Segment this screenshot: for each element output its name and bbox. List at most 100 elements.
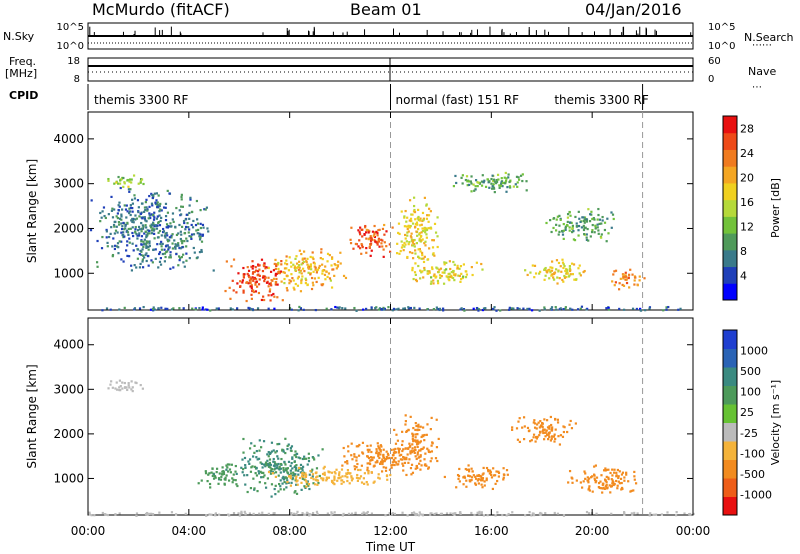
range-gate-cell [144, 253, 147, 256]
range-gate-cell [297, 309, 300, 312]
range-gate-cell [122, 260, 125, 263]
range-gate-cell [357, 477, 360, 480]
range-gate-cell [267, 266, 270, 270]
range-gate-cell [609, 491, 612, 494]
range-gate-cell [328, 471, 331, 474]
range-gate-cell [429, 282, 433, 285]
range-gate-cell [270, 284, 273, 287]
range-gate-cell [108, 235, 111, 239]
range-gate-cell [130, 178, 133, 181]
range-gate-cell [359, 468, 362, 472]
range-gate-cell [571, 308, 574, 311]
range-gate-cell [561, 233, 565, 236]
range-gate-cell [419, 449, 422, 452]
range-gate-cell [364, 226, 367, 229]
range-gate-cell [424, 231, 427, 234]
range-gate-cell [128, 178, 132, 181]
range-gate-cell [151, 204, 154, 207]
range-gate-cell [332, 268, 335, 271]
range-gate-cell [251, 465, 254, 468]
range-gate-cell [294, 490, 297, 493]
range-gate-cell [114, 513, 117, 516]
range-gate-cell [576, 308, 580, 311]
range-gate-cell [416, 445, 419, 449]
range-gate-cell [142, 225, 145, 228]
range-gate-cell [204, 308, 207, 311]
range-gate-cell [207, 473, 210, 476]
range-gate-cell [156, 201, 159, 204]
range-gate-cell [548, 425, 551, 428]
range-gate-cell [279, 471, 282, 474]
range-gate-cell [148, 244, 151, 248]
range-gate-cell [345, 472, 348, 476]
range-gate-cell [269, 299, 272, 302]
range-gate-cell [539, 424, 542, 427]
range-gate-cell [359, 226, 362, 229]
range-gate-cell [131, 217, 134, 221]
range-gate-cell [358, 443, 361, 447]
range-gate-cell [282, 488, 286, 491]
range-gate-cell [610, 512, 613, 515]
range-gate-cell [147, 217, 150, 220]
range-gate-cell [118, 182, 122, 185]
range-gate-cell [462, 308, 466, 311]
range-gate-cell [377, 476, 380, 479]
range-gate-cell [160, 240, 163, 243]
range-gate-cell [289, 464, 292, 467]
x-tick-label: 16:00 [474, 524, 509, 538]
range-gate-cell [153, 211, 156, 214]
range-gate-cell [104, 216, 107, 220]
range-gate-cell [605, 475, 608, 479]
range-gate-cell [627, 480, 630, 483]
range-gate-cell [298, 260, 301, 263]
range-gate-cell [505, 190, 508, 193]
range-gate-cell [423, 196, 426, 199]
range-gate-cell [546, 426, 550, 429]
range-gate-cell [601, 491, 604, 494]
range-gate-cell [321, 269, 324, 273]
range-gate-cell [148, 212, 151, 215]
range-gate-cell [126, 244, 129, 247]
range-gate-cell [580, 486, 584, 489]
range-gate-cell [353, 468, 357, 471]
cpid-segment-label: themis 3300 RF [94, 93, 188, 107]
range-gate-cell [142, 240, 145, 243]
range-gate-cell [294, 477, 297, 480]
range-gate-cell [365, 228, 368, 232]
range-gate-cell [625, 471, 628, 474]
range-gate-cell [579, 274, 582, 277]
colorbar-swatch [723, 233, 737, 251]
range-gate-cell [561, 261, 565, 264]
range-gate-cell [416, 428, 419, 431]
range-gate-cell [519, 174, 523, 177]
range-gate-cell [215, 471, 218, 474]
range-gate-cell [568, 269, 572, 273]
range-gate-cell [312, 257, 315, 261]
range-gate-cell [577, 224, 581, 228]
range-gate-cell [403, 458, 406, 461]
range-gate-cell [158, 210, 161, 213]
range-gate-cell [611, 481, 614, 484]
range-gate-cell [144, 230, 147, 233]
range-gate-cell [152, 218, 156, 221]
range-gate-cell [414, 455, 417, 458]
range-gate-cell [144, 208, 147, 212]
range-gate-cell [269, 270, 273, 273]
range-gate-cell [279, 467, 283, 470]
range-gate-cell [268, 282, 271, 285]
range-gate-cell [350, 454, 353, 457]
range-gate-cell [412, 439, 415, 442]
range-gate-cell [365, 251, 368, 254]
range-gate-cell [119, 389, 122, 392]
range-gate-cell [568, 265, 571, 268]
range-gate-cell [412, 204, 416, 208]
range-gate-cell [301, 465, 305, 468]
range-gate-cell [590, 213, 593, 216]
colorbar-label: Velocity [m s⁻¹] [769, 380, 782, 465]
range-gate-cell [274, 462, 277, 465]
range-gate-cell [497, 178, 500, 181]
range-gate-cell [508, 308, 511, 311]
range-gate-cell [459, 280, 462, 283]
range-gate-cell [246, 266, 249, 269]
